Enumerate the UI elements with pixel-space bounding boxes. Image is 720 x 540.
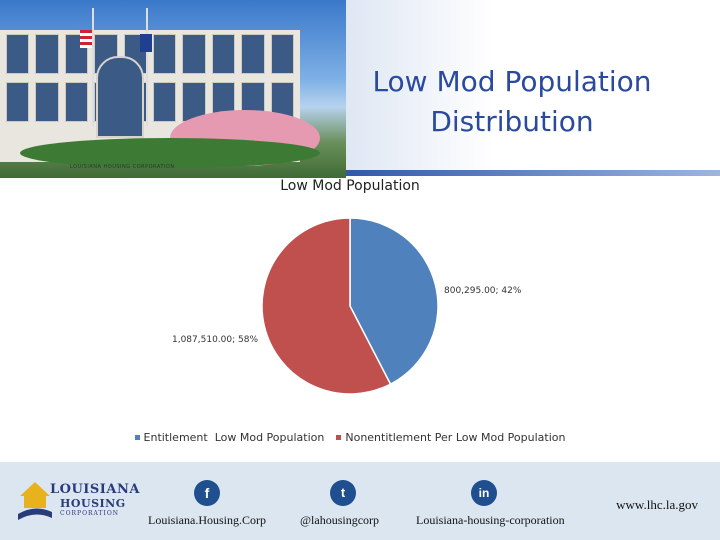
flag-pole <box>92 8 94 126</box>
chart-legend: Entitlement Low Mod Population Nonentitle… <box>0 431 700 444</box>
legend-item-2: Nonentitlement Per Low Mod Population <box>336 431 565 444</box>
pie-slice-1 <box>349 217 439 386</box>
footer: LOUISIANA HOUSING CORPORATION f Louisian… <box>0 462 720 540</box>
linkedin-link[interactable]: Louisiana-housing-corporation <box>416 513 565 527</box>
legend-item-1: Entitlement Low Mod Population <box>134 431 325 444</box>
pie-slice-2 <box>261 217 392 395</box>
legend-swatch-2 <box>336 435 342 440</box>
us-flag-icon <box>80 30 92 48</box>
slide-title: Low Mod Population Distribution <box>372 65 652 138</box>
building-sign: LOUISIANA HOUSING CORPORATION <box>70 164 175 170</box>
legend-swatch-1 <box>134 435 140 440</box>
hedge <box>20 138 320 168</box>
title-panel <box>346 0 720 170</box>
facebook-icon[interactable]: f <box>194 480 220 506</box>
twitter-icon[interactable]: t <box>330 480 356 506</box>
flag-pole <box>146 8 148 126</box>
data-label-2: 1,087,510.00; 58% <box>172 335 258 345</box>
header: LOUISIANA HOUSING CORPORATION Low Mod Po… <box>0 0 720 178</box>
pie-chart: 800,295.00; 42% 1,087,510.00; 58% <box>172 217 522 395</box>
facebook-link[interactable]: Louisiana.Housing.Corp <box>148 513 266 527</box>
twitter-link[interactable]: @lahousingcorp <box>300 513 380 527</box>
building-photo: LOUISIANA HOUSING CORPORATION <box>0 0 346 178</box>
lhc-logo: LOUISIANA HOUSING CORPORATION <box>18 476 139 528</box>
state-flag-icon <box>140 34 152 52</box>
website-link[interactable]: www.lhc.la.gov <box>616 497 698 512</box>
house-logo-icon <box>18 482 52 520</box>
data-label-1: 800,295.00; 42% <box>444 286 522 296</box>
legend-label-1: Entitlement Low Mod Population <box>143 431 325 444</box>
logo-line3: CORPORATION <box>60 510 120 517</box>
logo-line1: LOUISIANA <box>50 482 140 497</box>
logo-text: LOUISIANA HOUSING CORPORATION <box>50 482 140 517</box>
title-accent-bar <box>346 170 720 176</box>
chart-title: Low Mod Population <box>280 178 420 194</box>
linkedin-icon[interactable]: in <box>471 480 497 506</box>
logo-line2: HOUSING <box>60 497 126 510</box>
building <box>0 30 300 162</box>
entrance-arch <box>96 56 144 138</box>
legend-label-2: Nonentitlement Per Low Mod Population <box>345 431 566 444</box>
